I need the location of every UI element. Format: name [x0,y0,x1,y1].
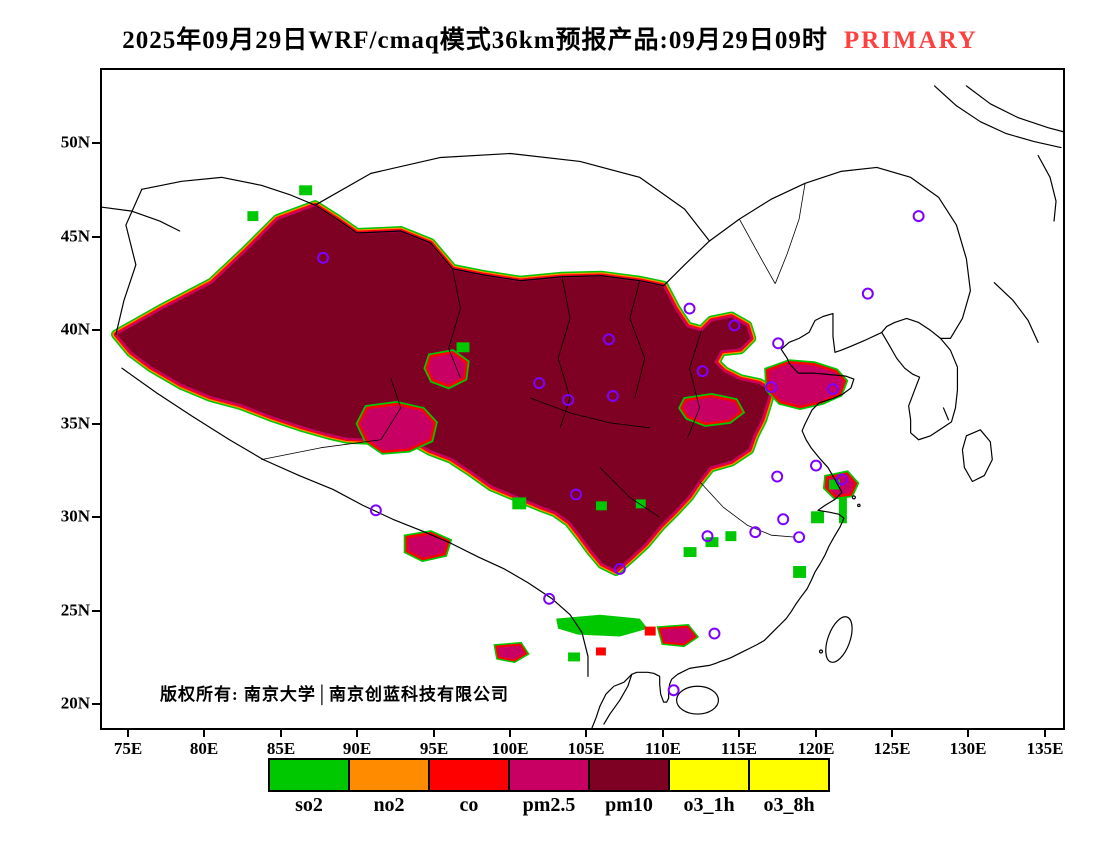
x-axis-tick [891,730,893,737]
japan-honshu [993,282,1039,343]
legend-swatch-no2 [348,758,430,792]
coastline-borders [102,85,1063,728]
y-axis-tick [92,610,100,612]
pm10-region [116,205,771,571]
x-axis-tick-label: 125E [873,739,911,758]
sakhalin-coast [1037,154,1057,222]
map-plot: 版权所有: 南京大学│南京创蓝科技有限公司 [100,68,1065,730]
so2-patches [247,185,847,662]
x-axis-tick-label: 135E [1026,739,1064,758]
legend-item-pm10: pm10 [588,758,670,815]
korea-peninsula [881,317,959,441]
legend-label-co: co [459,794,479,816]
x-axis-tick [203,730,205,737]
x-axis-tick-label: 95E [419,739,449,758]
x-axis-tick-label: 80E [189,739,219,758]
y-axis-tick-label: 45N [60,226,90,246]
province-borders [261,183,806,538]
title-text: 2025年09月29日WRF/cmaq模式36km预报产品:09月29日09时 [122,27,828,54]
copyright-text: 版权所有: 南京大学│南京创蓝科技有限公司 [160,685,509,704]
small-island [851,495,856,500]
x-axis-tick-label: 130E [949,739,987,758]
japan-kyushu [961,429,993,483]
legend: so2 no2 co pm2.5 pm10 o3_1h o3_8h [268,758,830,815]
legend-label-pm25: pm2.5 [522,794,576,816]
legend-item-pm25: pm2.5 [508,758,590,815]
taiwan-island [825,616,853,663]
x-axis-tick-label: 115E [721,739,757,758]
y-axis-tick [92,329,100,331]
y-axis-tick-label: 50N [60,132,90,152]
legend-label-so2: so2 [295,794,323,816]
legend-swatch-so2 [268,758,350,792]
northeast-border [663,166,971,339]
small-island [818,649,824,654]
x-axis-tick [662,730,664,737]
legend-swatch-o3-1h [668,758,750,792]
x-axis-tick [127,730,129,737]
legend-item-o3-8h: o3_8h [748,758,830,815]
y-axis-tick-label: 20N [60,693,90,713]
y-axis-tick-label: 35N [60,413,90,433]
vietnam-border [591,673,633,728]
x-axis-tick-label: 90E [342,739,372,758]
legend-swatch-pm25 [508,758,590,792]
x-axis-tick [815,730,817,737]
y-axis-tick-label: 40N [60,319,90,339]
kazakh-border [141,176,316,206]
tsushima-island [942,407,950,421]
x-axis-tick-label: 85E [266,739,296,758]
russia-coast-2 [965,85,1063,133]
x-axis-tick [585,730,587,737]
y-axis-tick [92,142,100,144]
x-axis-tick [967,730,969,737]
x-axis-tick-label: 105E [567,739,605,758]
mongolia-north-border [314,152,711,242]
y-axis-tick [92,703,100,705]
x-axis-tick [280,730,282,737]
title-tag: PRIMARY [843,27,978,54]
west-border [115,188,143,335]
x-axis-tick [356,730,358,737]
legend-label-o3-8h: o3_8h [763,794,815,816]
x-axis-tick-label: 100E [491,739,529,758]
x-axis-tick-label: 120E [797,739,835,758]
y-axis-tick [92,236,100,238]
x-axis-tick [509,730,511,737]
legend-label-no2: no2 [373,794,405,816]
co-patches [595,626,656,656]
legend-item-no2: no2 [348,758,430,815]
page-title: 2025年09月29日WRF/cmaq模式36km预报产品:09月29日09时 P… [0,20,1100,56]
y-axis-tick-label: 30N [60,506,90,526]
y-axis-tick-label: 25N [60,600,90,620]
pollution-layers [116,185,856,661]
legend-item-o3-1h: o3_1h [668,758,750,815]
x-axis-tick [433,730,435,737]
legend-swatch-co [428,758,510,792]
legend-swatch-pm10 [588,758,670,792]
legend-item-co: co [428,758,510,815]
x-axis-tick-label: 75E [113,739,143,758]
legend-label-pm10: pm10 [605,794,653,816]
hainan-island [676,685,720,715]
topleft-lines [102,206,181,232]
x-axis-tick-label: 110E [645,739,681,758]
x-axis-tick [1044,730,1046,737]
x-axis-tick [738,730,740,737]
y-axis-tick [92,423,100,425]
himalaya-border [121,367,589,677]
russia-coast-1 [933,85,1062,149]
legend-swatch-o3-8h [748,758,830,792]
map-canvas [102,85,1063,728]
small-island [857,503,861,508]
legend-label-o3-1h: o3_1h [683,794,735,816]
mongolia-border [314,204,665,287]
legend-item-so2: so2 [268,758,350,815]
station-markers [317,210,925,697]
y-axis-tick [92,516,100,518]
